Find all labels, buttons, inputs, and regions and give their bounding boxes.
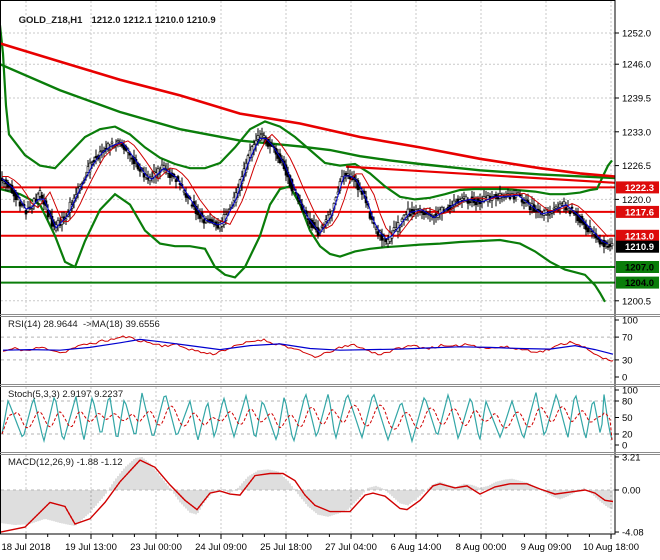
- rsi-ma-line: [2, 338, 614, 355]
- price-tick-label: 1220.0: [622, 195, 651, 206]
- macd-tick-label: -4.08: [622, 528, 644, 539]
- price-badge: 1207.0: [616, 261, 659, 274]
- thin-blue-ma-line: [1, 137, 609, 245]
- price-badge-label: 1210.9: [625, 242, 654, 253]
- stoch-k-line: [1, 392, 613, 444]
- indicator-level-lines: [1, 336, 615, 491]
- thin-red-ma-line: [2, 133, 609, 238]
- symbol-period-label: GOLD_Z18,H1: [18, 15, 83, 26]
- time-tick-label: 18 Jul 2018: [1, 542, 50, 553]
- chart-title: GOLD_Z18,H1 1212.0 1212.1 1210.0 1210.9: [8, 4, 216, 37]
- lower-band-line: [0, 185, 606, 303]
- stoch-tick-label: 80: [622, 397, 633, 408]
- price-badge: 1213.0: [616, 229, 659, 242]
- rsi-tick-label: 30: [622, 355, 633, 366]
- rsi-tick-label: 0: [622, 373, 627, 384]
- time-tick-label: 27 Jul 04:00: [325, 542, 377, 553]
- price-badge: 1222.3: [616, 181, 659, 194]
- stoch-indicator-label: Stoch(5,3,3) 2.9197 9.2237: [8, 389, 124, 400]
- time-tick-label: 19 Jul 13:00: [65, 542, 117, 553]
- time-axis: 18 Jul 2018 19 Jul 13:00 23 Jul 00:00 24 Ju…: [1, 534, 639, 553]
- stoch-tick-label: 0: [622, 441, 627, 452]
- rsi-indicator-label: RSI(14) 28.9644 ->MA(18) 39.6556: [8, 319, 160, 330]
- stoch-tick-label: 20: [622, 430, 633, 441]
- red-ma-line: [0, 42, 616, 178]
- price-badge: 1217.6: [616, 205, 659, 218]
- grid-lines: [1, 1, 615, 533]
- time-tick-label: 23 Jul 00:00: [130, 542, 182, 553]
- price-badge: 1210.9: [616, 240, 659, 253]
- time-tick-label: 24 Jul 09:00: [195, 542, 247, 553]
- macd-signal-line: [0, 459, 614, 533]
- time-tick-label: 10 Aug 18:00: [583, 542, 639, 553]
- price-tick-label: 1239.5: [622, 94, 651, 105]
- time-tick-label: 6 Aug 14:00: [391, 542, 442, 553]
- price-tick-label: 1252.0: [622, 29, 651, 40]
- green-ma-line: [0, 63, 616, 180]
- rsi-tick-label: 70: [622, 333, 633, 344]
- price-badge-label: 1217.6: [625, 207, 654, 218]
- stoch-tick-label: 100: [622, 386, 638, 397]
- rsi-tick-label: 100: [622, 316, 638, 327]
- price-badge: 1204.0: [616, 276, 659, 289]
- stoch-tick-label: 50: [622, 413, 633, 424]
- ohlc-quote-label: 1212.0 1212.1 1210.0 1210.9: [91, 15, 216, 26]
- price-tick-label: 1200.5: [622, 296, 651, 307]
- time-tick-label: 25 Jul 18:00: [260, 542, 312, 553]
- time-tick-label: 8 Aug 00:00: [456, 542, 507, 553]
- price-badge-label: 1213.0: [625, 231, 654, 242]
- macd-histogram: [1, 457, 613, 526]
- price-badge-label: 1204.0: [625, 278, 654, 289]
- macd-tick-label: 3.21: [622, 452, 641, 463]
- upper-band-line: [0, 25, 613, 201]
- price-axis: 1252.0 1246.0 1239.5 1233.0 1226.5 1220.0 1200…: [615, 29, 659, 539]
- price-badge-label: 1207.0: [625, 263, 654, 274]
- price-badge-label: 1222.3: [625, 183, 654, 194]
- stoch-d-line: [1, 404, 613, 440]
- price-tick-label: 1226.5: [622, 161, 651, 172]
- macd-indicator-label: MACD(12,26,9) -1.88 -1.12: [8, 457, 123, 468]
- macd-tick-label: 0.00: [622, 486, 641, 497]
- price-tick-label: 1246.0: [622, 60, 651, 71]
- price-tick-label: 1233.0: [622, 127, 651, 138]
- descending-trendline: [345, 165, 616, 184]
- time-tick-label: 9 Aug 09:00: [521, 542, 572, 553]
